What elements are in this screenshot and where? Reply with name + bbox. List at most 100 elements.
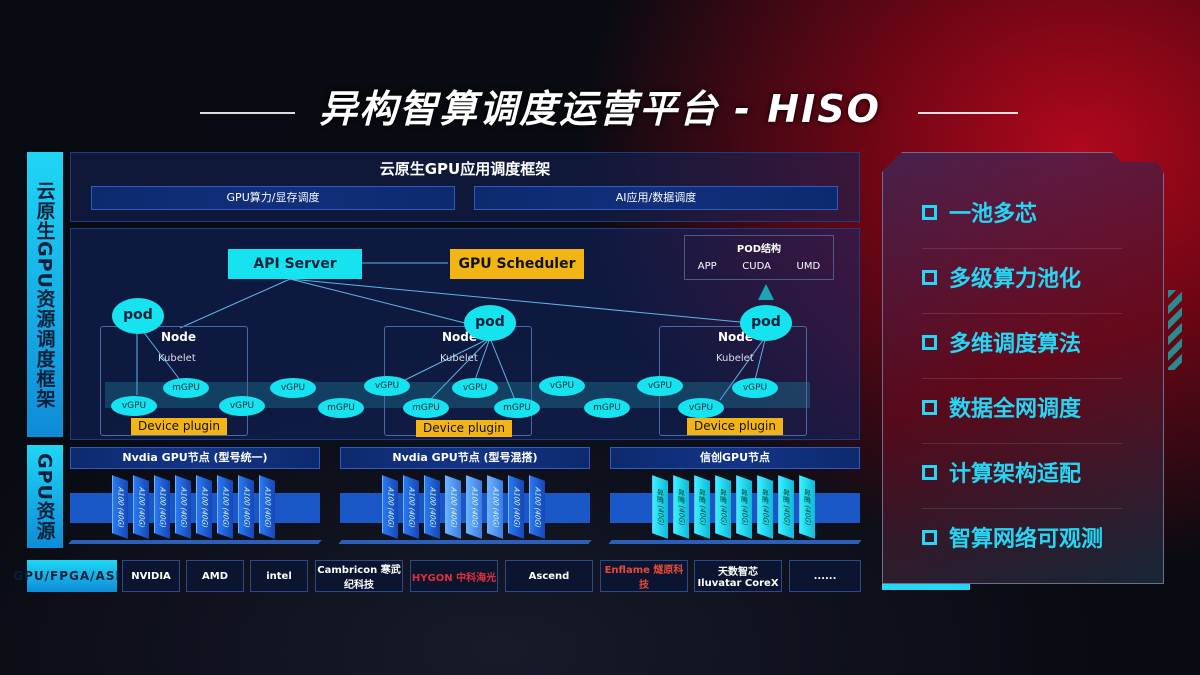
gpu-card: A100 (40G) <box>154 475 170 539</box>
vendor-logo: NVIDIA <box>122 560 180 592</box>
gpu-scheduler-box: GPU Scheduler <box>450 249 584 279</box>
gpu-card: A100 (40G) <box>466 475 482 539</box>
gpu-node-title: 信创GPU节点 <box>610 447 860 469</box>
gpu-card: A100 (40G) <box>487 475 503 539</box>
vendor-logo: Cambricon 寒武纪科技 <box>315 560 403 592</box>
gpu-oval: vGPU <box>732 378 778 398</box>
tray-base <box>68 540 322 544</box>
gpu-card: A100 (40G) <box>508 475 524 539</box>
checkbox-icon <box>922 334 937 350</box>
kubelet-label: Kubelet <box>158 353 196 364</box>
framework-title: 云原生GPU应用调度框架 <box>379 160 551 178</box>
gpu-card: A100 (40G) <box>196 475 212 539</box>
gpu-card: 昇腾 (40G) <box>694 475 710 539</box>
gpu-card: A100 (40G) <box>175 475 191 539</box>
feature-item: 多维调度算法 <box>922 326 1081 358</box>
feature-divider <box>922 378 1122 379</box>
gpu-oval: mGPU <box>318 398 364 418</box>
node-label: Node <box>161 330 197 344</box>
checkbox-icon <box>922 399 937 415</box>
gpu-node-title: Nvdia GPU节点 (型号混搭) <box>340 447 590 469</box>
feature-item: 计算架构适配 <box>922 456 1081 488</box>
gpu-oval: vGPU <box>219 396 265 416</box>
gpu-oval: mGPU <box>403 398 449 418</box>
tray-base <box>338 540 592 544</box>
feature-label: 一池多芯 <box>949 202 1038 227</box>
gpu-tray <box>70 493 320 523</box>
feature-divider <box>922 443 1122 444</box>
framework-bar: GPU算力/显存调度 <box>91 186 455 210</box>
vendor-logo: Enflame 燧原科技 <box>600 560 688 592</box>
accent-bar <box>882 584 970 590</box>
vendor-logo: 天数智芯 Iluvatar CoreX <box>694 560 782 592</box>
pod-structure-item: CUDA <box>742 261 771 272</box>
checkbox-icon <box>922 529 937 545</box>
pod-1: pod <box>112 298 164 334</box>
gpu-card: 昇腾 (40G) <box>673 475 689 539</box>
kubelet-label: Kubelet <box>716 353 754 364</box>
gpu-oval: vGPU <box>111 396 157 416</box>
feature-divider <box>922 313 1122 314</box>
feature-label: 计算架构适配 <box>949 462 1082 487</box>
pod-structure-title: POD结构 <box>736 244 782 255</box>
gpu-card: A100 (40G) <box>133 475 149 539</box>
feature-item: 多级算力池化 <box>922 261 1081 293</box>
gpu-card: 昇腾 (40G) <box>799 475 815 539</box>
gpu-card: 昇腾 (40G) <box>736 475 752 539</box>
pod-2: pod <box>464 305 516 341</box>
page-title: 异构智算调度运营平台 - HISO <box>319 87 881 131</box>
vendor-logo: ...... <box>789 560 861 592</box>
kubelet-label: Kubelet <box>440 353 478 364</box>
gpu-oval: mGPU <box>584 398 630 418</box>
feature-item: 一池多芯 <box>922 196 1037 228</box>
gpu-card: A100 (40G) <box>382 475 398 539</box>
checkbox-icon <box>922 204 937 220</box>
gpu-tray <box>340 493 590 523</box>
gpu-card: 昇腾 (40G) <box>778 475 794 539</box>
pod-structure-arrow <box>758 284 774 300</box>
pod-structure-item: APP <box>697 261 717 272</box>
feature-label: 多维调度算法 <box>949 332 1082 357</box>
api-server-box: API Server <box>228 249 362 279</box>
gpu-card: A100 (40G) <box>217 475 233 539</box>
feature-item: 智算网络可观测 <box>922 521 1103 553</box>
gpu-oval: mGPU <box>163 378 209 398</box>
gpu-oval: mGPU <box>494 398 540 418</box>
gpu-oval: vGPU <box>270 378 316 398</box>
gpu-card: A100 (40G) <box>238 475 254 539</box>
gpu-oval: vGPU <box>364 376 410 396</box>
feature-item: 数据全网调度 <box>922 391 1081 423</box>
vendor-logo: HYGON 中科海光 <box>410 560 498 592</box>
vendor-logo: intel <box>250 560 308 592</box>
gpu-oval: vGPU <box>637 376 683 396</box>
title-decoration-right <box>918 112 1018 114</box>
checkbox-icon <box>922 269 937 285</box>
vendor-logo: Ascend <box>505 560 593 592</box>
feature-label: 智算网络可观测 <box>949 527 1104 552</box>
gpu-tray <box>610 493 860 523</box>
gpu-oval: vGPU <box>678 398 724 418</box>
gpu-card: A100 (40G) <box>529 475 545 539</box>
gpu-card: 昇腾 (40G) <box>715 475 731 539</box>
title-decoration-left <box>200 112 295 114</box>
feature-label: 数据全网调度 <box>949 397 1082 422</box>
side-label-gpu: GPU资源 <box>27 445 63 548</box>
vendor-logo: AMD <box>186 560 244 592</box>
pod-structure-box: POD结构 APP CUDA UMD <box>684 235 834 280</box>
features-panel <box>882 152 1164 584</box>
device-plugin-2: Device plugin <box>416 420 512 437</box>
gpu-card: A100 (40G) <box>403 475 419 539</box>
checkbox-icon <box>922 464 937 480</box>
gpu-card: 昇腾 (40G) <box>652 475 668 539</box>
feature-divider <box>922 508 1122 509</box>
device-plugin-3: Device plugin <box>687 418 783 435</box>
gpu-node-title: Nvdia GPU节点 (型号统一) <box>70 447 320 469</box>
tray-base <box>608 540 862 544</box>
stripe-decoration <box>1168 290 1182 370</box>
device-plugin-1: Device plugin <box>131 418 227 435</box>
side-label-framework: 云原生GPU资源调度框架 <box>27 152 63 437</box>
pod-structure-item: UMD <box>796 261 821 272</box>
gpu-oval: vGPU <box>539 376 585 396</box>
side-label-hardware: GPU/FPGA/ASIC <box>13 560 130 592</box>
